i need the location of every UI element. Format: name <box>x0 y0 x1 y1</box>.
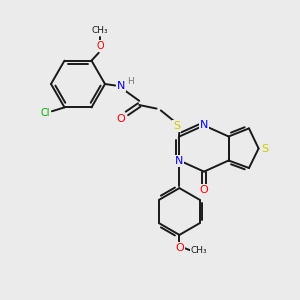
Text: H: H <box>127 77 134 86</box>
Text: S: S <box>262 143 269 154</box>
Text: O: O <box>96 41 104 51</box>
Text: N: N <box>116 81 125 92</box>
Text: CH₃: CH₃ <box>92 26 108 34</box>
Text: N: N <box>200 120 208 130</box>
Text: O: O <box>175 243 184 253</box>
Text: O: O <box>200 185 208 195</box>
Text: N: N <box>175 156 183 166</box>
Text: CH₃: CH₃ <box>190 246 207 255</box>
Text: S: S <box>173 121 180 131</box>
Text: Cl: Cl <box>40 108 50 118</box>
Text: O: O <box>116 114 125 124</box>
